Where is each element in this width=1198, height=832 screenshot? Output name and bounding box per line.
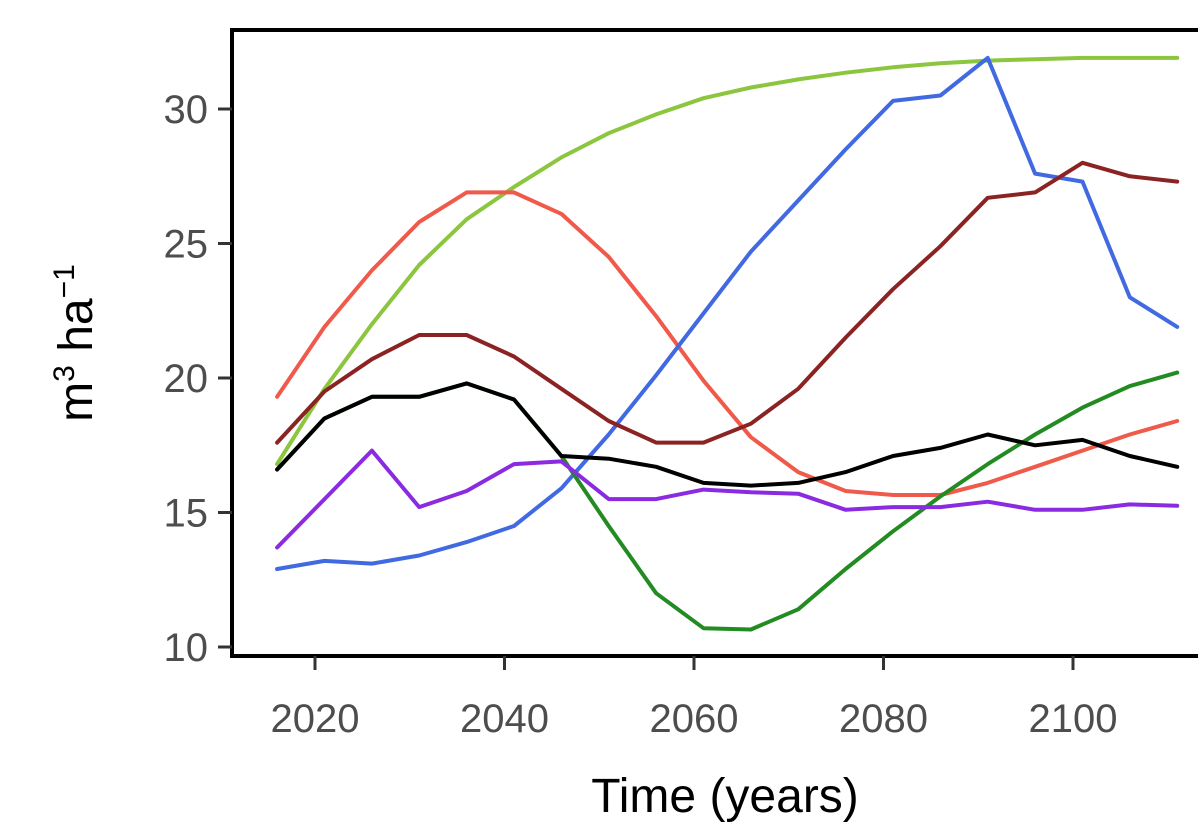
plot-panel-border	[230, 28, 1198, 658]
x-tick-label: 2060	[650, 697, 739, 741]
y-tick-label: 20	[164, 357, 209, 401]
x-axis: 2020 2040 2060 2080 2100	[271, 656, 1118, 741]
series-line-4	[275, 160, 1180, 445]
y-tick-label: 15	[164, 492, 209, 536]
x-tick-label: 2020	[271, 697, 360, 741]
series-line-3	[275, 55, 1180, 571]
y-tick-label: 30	[164, 88, 209, 132]
series-line-1	[275, 55, 1180, 467]
series-line-7	[275, 448, 1180, 550]
series-line-6	[275, 381, 1180, 488]
y-axis-title: m3 ha−1	[48, 264, 103, 422]
series-line-2	[275, 190, 1180, 497]
y-tick-label: 25	[164, 223, 209, 267]
y-tick-label: 10	[164, 626, 209, 670]
y-axis: 10 15 20 25 30	[164, 88, 232, 670]
series-layer	[275, 55, 1180, 632]
x-tick-label: 2040	[460, 697, 549, 741]
x-axis-title: Time (years)	[591, 770, 859, 823]
x-tick-label: 2100	[1029, 697, 1118, 741]
x-tick-label: 2080	[839, 697, 928, 741]
